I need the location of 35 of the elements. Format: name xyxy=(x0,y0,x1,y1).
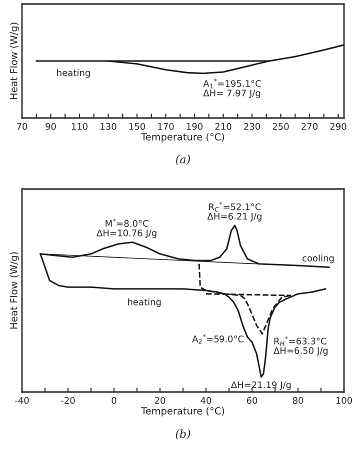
x-axis-title: Temperature (°C) xyxy=(141,407,224,416)
annotation: ΔH=21.19 J/g xyxy=(230,381,291,390)
x-tick-label: 170 xyxy=(158,123,174,130)
x-tick-label: 0 xyxy=(112,397,116,404)
x-tick-label: 40 xyxy=(200,397,212,404)
y-axis-title: Heat Flow (W/g) xyxy=(10,22,20,100)
annotation: A$_{2}$$^{*}$=59.0°C xyxy=(192,334,244,344)
x-tick-label: 20 xyxy=(154,397,166,404)
x-tick-label: 110 xyxy=(72,123,88,130)
x-tick-label: 290 xyxy=(330,123,346,130)
x-tick-label: -40 xyxy=(15,397,29,404)
x-tick-label: 100 xyxy=(336,397,352,404)
x-tick-label: 90 xyxy=(46,123,56,130)
x-tick-label: 250 xyxy=(272,123,289,130)
annotation: M$^{*}$=8.0°C ΔH=10.76 J/g xyxy=(96,218,156,238)
x-tick-label: 70 xyxy=(16,123,28,130)
x-tick-label: -20 xyxy=(61,397,75,404)
series-label: heating xyxy=(57,69,90,78)
x-tick-label: 230 xyxy=(244,123,260,130)
x-tick-label: 190 xyxy=(186,123,203,130)
series-label: heating xyxy=(128,298,161,308)
series-label: cooling xyxy=(302,254,334,264)
x-axis-title: Temperature (°C) xyxy=(141,133,224,142)
x-tick-label: 210 xyxy=(215,123,232,130)
annotation: R$_{H}$$^{*}$=63.3°C ΔH=6.50 J/g xyxy=(274,336,328,356)
annotation: R$_{C}$$^{*}$=52.1°C ΔH=6.21 J/g xyxy=(207,202,262,222)
y-axis-title: Heat Flow (W/g) xyxy=(10,252,20,329)
x-tick-label: 80 xyxy=(292,397,304,404)
x-tick-label: 150 xyxy=(129,123,146,130)
x-tick-label: 270 xyxy=(302,123,318,130)
x-tick-label: 60 xyxy=(246,397,258,404)
text: (a) xyxy=(176,154,190,165)
annotation: A$_{1}$$^{*}$=195.1°C ΔH= 7.97 J/g xyxy=(203,78,261,98)
x-tick-label: 130 xyxy=(100,123,116,130)
text: (b) xyxy=(176,429,190,440)
